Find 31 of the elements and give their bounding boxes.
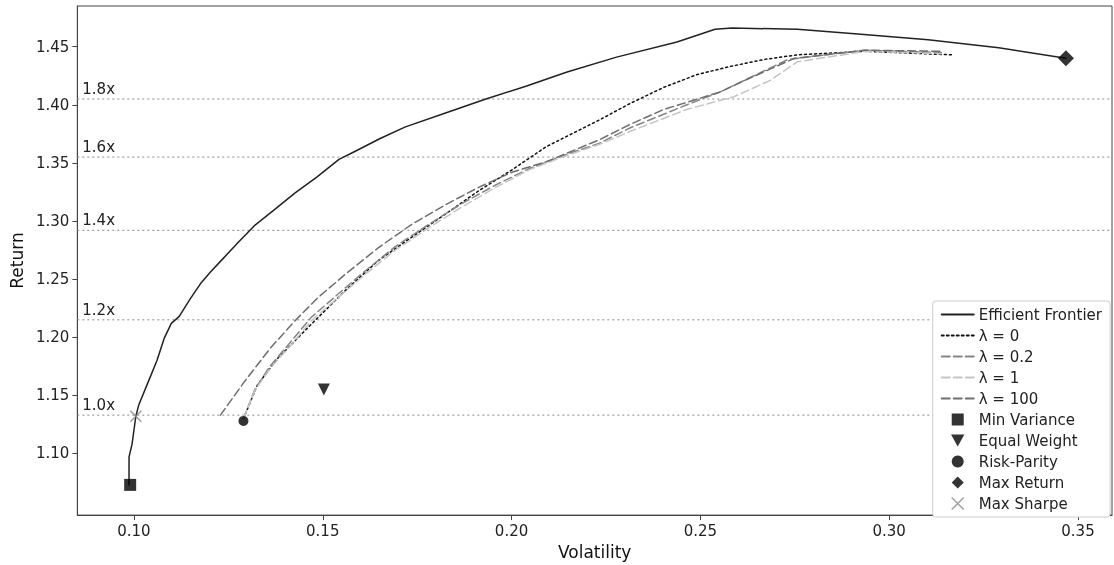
legend-label: Max Sharpe (978, 494, 1068, 513)
y-tick-label: 1.20 (35, 328, 70, 347)
x-tick-label: 0.35 (1061, 521, 1095, 540)
legend-label: λ = 100 (978, 389, 1039, 408)
legend-label: Equal Weight (978, 431, 1078, 450)
y-tick-label: 1.15 (35, 386, 70, 405)
ref-line-label: 1.4x (82, 211, 116, 230)
legend-label: Risk-Parity (978, 452, 1058, 471)
ref-line-label: 1.0x (82, 396, 116, 415)
x-tick-label: 0.10 (117, 521, 151, 540)
legend-label: λ = 1 (978, 368, 1020, 387)
x-tick-label: 0.15 (306, 521, 340, 540)
legend-label: λ = 0 (978, 326, 1020, 345)
ref-line-label: 1.8x (82, 79, 116, 98)
x-tick-label: 0.25 (683, 521, 718, 540)
legend-label: Min Variance (978, 410, 1075, 429)
y-tick-label: 1.35 (35, 153, 70, 172)
legend-label: Max Return (978, 473, 1065, 492)
x-tick-label: 0.30 (872, 521, 906, 540)
ref-line-label: 1.6x (82, 138, 116, 157)
y-tick-label: 1.40 (35, 95, 70, 114)
y-axis-title: Return (6, 232, 27, 289)
y-tick-label: 1.30 (35, 212, 70, 231)
y-tick-label: 1.10 (35, 444, 70, 463)
x-axis-title: Volatility (557, 541, 632, 562)
ref-line-label: 1.2x (82, 300, 116, 319)
y-tick-label: 1.25 (35, 270, 70, 289)
legend-label: λ = 0.2 (978, 347, 1034, 366)
legend-label: Efficient Frontier (978, 305, 1103, 324)
y-tick-label: 1.45 (35, 37, 70, 56)
x-tick-label: 0.20 (494, 521, 529, 540)
